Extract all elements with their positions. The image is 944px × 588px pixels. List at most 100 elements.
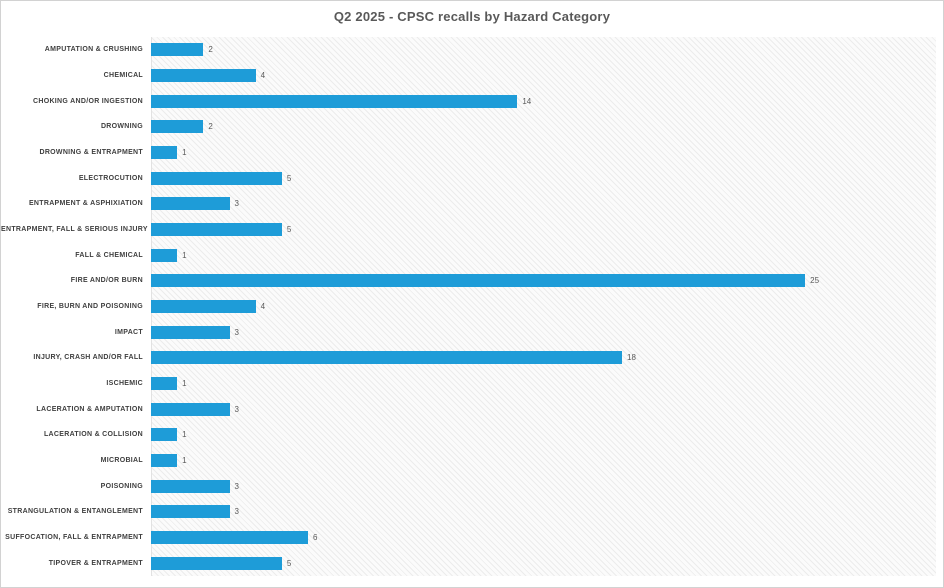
bar-value-label: 3: [234, 199, 239, 209]
bar-track: 14: [151, 88, 936, 114]
bar-track: 5: [151, 550, 936, 576]
category-label: DROWNING: [100, 123, 143, 131]
bar-value-label: 1: [182, 148, 187, 158]
bar-track: 5: [151, 165, 936, 191]
category-label: LACERATION & AMPUTATION: [36, 405, 143, 413]
bar-track: 3: [151, 473, 936, 499]
bar-track: 6: [151, 525, 936, 551]
category-label: DROWNING & ENTRAPMENT: [39, 149, 143, 157]
bar-value-label: 1: [182, 430, 187, 440]
category-label: POISONING: [100, 482, 143, 490]
chart-row: ISCHEMIC 1: [1, 371, 936, 397]
bar-track: 3: [151, 191, 936, 217]
chart-row: ELECTROCUTION 5: [1, 165, 936, 191]
bar-value-label: 2: [208, 45, 213, 55]
bar: [151, 274, 806, 288]
category-label: SUFFOCATION, FALL & ENTRAPMENT: [5, 534, 143, 542]
chart-row: ENTRAPMENT & ASPHIXIATION 3: [1, 191, 936, 217]
chart-row: DROWNING & ENTRAPMENT 1: [1, 140, 936, 166]
category-label: ENTRAPMENT, FALL & SERIOUS INJURY: [1, 226, 148, 234]
bar-value-label: 3: [234, 404, 239, 414]
category-label: FIRE, BURN AND POISONING: [37, 303, 143, 311]
bar-track: 5: [151, 217, 936, 243]
category-label: TIPOVER & ENTRAPMENT: [48, 559, 143, 567]
bar: [151, 300, 256, 314]
bar-value-label: 25: [810, 276, 820, 286]
chart-row: IMPACT 3: [1, 319, 936, 345]
bar: [151, 146, 178, 160]
bar-value-label: 4: [260, 302, 266, 312]
bar-track: 1: [151, 140, 936, 166]
bar: [151, 402, 230, 416]
bar-value-label: 2: [208, 122, 213, 132]
bar-value-label: 14: [522, 96, 532, 106]
bar: [151, 505, 230, 519]
bar-value-label: 1: [182, 456, 187, 466]
category-label: INJURY, CRASH AND/OR FALL: [33, 354, 143, 362]
bar: [151, 43, 204, 57]
plot-area-background: [151, 37, 936, 576]
bar: [151, 223, 282, 237]
bar-value-label: 18: [627, 353, 636, 363]
bar: [151, 479, 230, 493]
bar: [151, 325, 230, 339]
chart-row: LACERATION & AMPUTATION 3: [1, 396, 936, 422]
bar-track: 3: [151, 396, 936, 422]
bar-track: 3: [151, 499, 936, 525]
bar: [151, 120, 204, 134]
bar-track: 4: [151, 294, 936, 320]
chart-row: CHOKING AND/OR INGESTION 14: [1, 88, 936, 114]
category-label: CHEMICAL: [103, 72, 143, 79]
bar-value-label: 5: [286, 558, 292, 568]
category-label: ENTRAPMENT & ASPHIXIATION: [28, 200, 143, 208]
bar: [151, 428, 178, 442]
bar-value-label: 3: [234, 507, 239, 517]
bar: [151, 531, 308, 545]
category-label: AMPUTATION & CRUSHING: [44, 46, 143, 54]
bar-track: 1: [151, 448, 936, 474]
chart-row: INJURY, CRASH AND/OR FALL 18: [1, 345, 936, 371]
category-label: LACERATION & COLLISION: [43, 431, 143, 439]
chart-row: TIPOVER & ENTRAPMENT 5: [1, 550, 936, 576]
chart-rows: AMPUTATION & CRUSHING 2 CHEMICAL 4 CHOKING A…: [1, 37, 936, 576]
chart-row: POISONING 3: [1, 473, 936, 499]
bar-value-label: 1: [182, 250, 187, 260]
bar: [151, 351, 622, 365]
bar-value-label: 1: [182, 379, 187, 389]
bar-track: 18: [151, 345, 936, 371]
category-label: CHOKING AND/OR INGESTION: [33, 97, 143, 105]
bar-value-label: 6: [313, 533, 318, 543]
category-label: FIRE AND/OR BURN: [70, 277, 143, 285]
chart-row: ENTRAPMENT, FALL & SERIOUS INJURY 5: [1, 217, 936, 243]
bar-track: 2: [151, 37, 936, 63]
chart-row: FALL & CHEMICAL 1: [1, 242, 936, 268]
bar-value-label: 3: [234, 327, 239, 337]
chart-title: Q2 2025 - CPSC recalls by Hazard Categor…: [333, 9, 611, 24]
bar-value-label: 4: [260, 71, 266, 80]
bar: [151, 377, 178, 391]
category-label: MICROBIAL: [100, 457, 143, 465]
bar-value-label: 3: [234, 481, 239, 491]
bar-track: 2: [151, 114, 936, 140]
chart-row: FIRE AND/OR BURN 25: [1, 268, 936, 294]
bar: [151, 556, 282, 570]
bar-track: 25: [151, 268, 936, 294]
category-label: IMPACT: [114, 328, 143, 336]
bar: [151, 454, 178, 468]
chart-row: CHEMICAL 4: [1, 63, 936, 89]
bar-value-label: 5: [286, 173, 292, 183]
chart-row: LACERATION & COLLISION 1: [1, 422, 936, 448]
chart-row: AMPUTATION & CRUSHING 2: [1, 37, 936, 63]
category-label: STRANGULATION & ENTANGLEMENT: [7, 508, 143, 516]
bar: [151, 248, 178, 262]
category-label: FALL & CHEMICAL: [75, 251, 143, 259]
bar: [151, 94, 518, 108]
bar-track: 1: [151, 422, 936, 448]
bar-track: 4: [151, 63, 936, 89]
bar-value-label: 5: [286, 225, 292, 235]
bar-track: 3: [151, 319, 936, 345]
category-label: ISCHEMIC: [106, 380, 143, 388]
category-label: ELECTROCUTION: [78, 174, 143, 182]
chart-row: SUFFOCATION, FALL & ENTRAPMENT 6: [1, 525, 936, 551]
